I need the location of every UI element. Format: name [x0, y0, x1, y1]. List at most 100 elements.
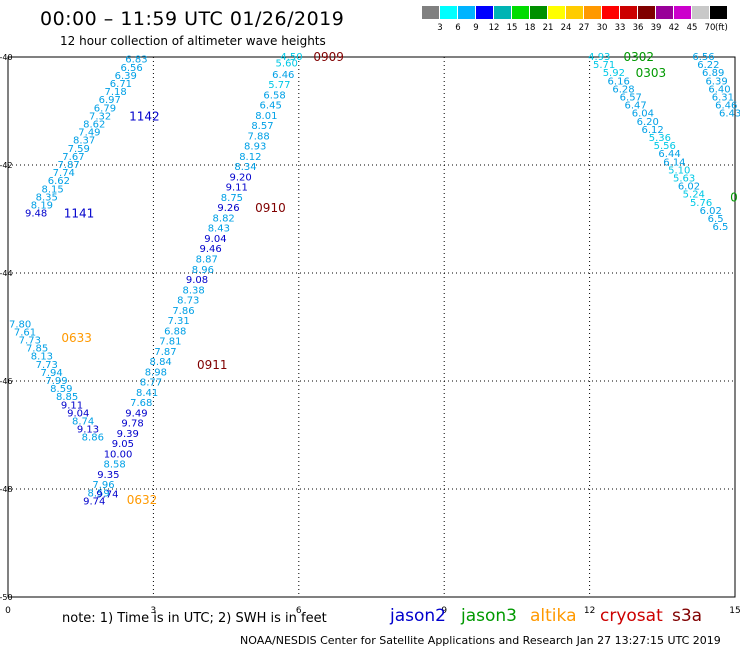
swh-data-label: 6.46: [715, 101, 737, 112]
swh-data-label: 6.12: [641, 125, 663, 136]
swh-data-label: 8.98: [145, 367, 167, 378]
legend-tick-label: 18: [524, 23, 536, 33]
legend-swatch: [458, 6, 475, 19]
legend-tick-label: 15: [506, 23, 518, 33]
swh-data-label: 6.5: [713, 222, 729, 233]
swh-data-label: 6.02: [700, 206, 722, 217]
swh-data-label: 9.74: [83, 496, 105, 507]
pass-time-label: 0: [730, 190, 738, 204]
legend-tick-label: 9: [473, 23, 479, 33]
legend-swatch: [710, 6, 727, 19]
swh-data-label: 6.47: [625, 101, 647, 112]
swh-data-label: 8.15: [41, 184, 63, 195]
swh-data-label: 6.89: [702, 68, 724, 79]
swh-data-label: 7.32: [89, 111, 111, 122]
swh-data-label: 5.71: [593, 60, 615, 71]
swh-data-label: 8.41: [136, 388, 158, 399]
swh-data-label: 9.05: [112, 439, 134, 450]
legend-swatch: [602, 6, 619, 19]
swh-data-label: 5.24: [683, 190, 705, 201]
legend-tick-label: 30: [596, 23, 608, 33]
x-tick-label: 0: [5, 606, 11, 616]
swh-data-label: 7.74: [53, 168, 75, 179]
swh-data-label: 7.73: [19, 336, 41, 347]
legend-swatch: [512, 6, 529, 19]
legend-tick-label: 36: [632, 23, 644, 33]
swh-data-label: 8.86: [82, 433, 104, 444]
legend-swatch: [620, 6, 637, 19]
swh-data-label: 8.85: [56, 392, 78, 403]
swh-data-label: 5.92: [603, 68, 625, 79]
swh-data-label: 7.94: [40, 368, 62, 379]
swh-data-label: 8.74: [72, 417, 94, 428]
swh-data-label: 7.59: [68, 144, 90, 155]
swh-data-label: 8.77: [140, 378, 162, 389]
x-tick-label: 3: [151, 606, 157, 616]
swh-data-label: 5.77: [268, 80, 290, 91]
pass-time-label: 0302: [624, 50, 655, 64]
swh-data-label: 8.57: [251, 121, 273, 132]
legend-tick-label: 39: [650, 23, 662, 33]
swh-data-label: 9.08: [186, 275, 208, 286]
satellite-legend-jason3: jason3: [461, 606, 517, 626]
legend-tick-label: 21: [542, 23, 554, 33]
legend-swatch: [530, 6, 547, 19]
swh-data-label: 6.04: [632, 109, 654, 120]
swh-data-label: 8.12: [239, 152, 261, 163]
swh-data-label: 8.34: [234, 162, 256, 173]
swh-data-label: 6.02: [678, 182, 700, 193]
swh-data-label: 6.31: [712, 93, 734, 104]
swh-data-label: 6.43: [719, 109, 740, 120]
swh-data-label: 6.56: [120, 63, 142, 74]
legend-swatch: [422, 6, 439, 19]
legend-tick-label: 6: [455, 23, 461, 33]
swh-data-label: 8.01: [255, 111, 277, 122]
swh-data-label: 8.35: [36, 192, 58, 203]
pass-time-label: 0633: [61, 331, 92, 345]
swh-data-label: 7.85: [26, 344, 48, 355]
swh-data-label: 8.82: [213, 213, 235, 224]
legend-tick-label: 12: [488, 23, 500, 33]
legend-swatch: [638, 6, 655, 19]
legend-swatch: [566, 6, 583, 19]
swh-data-label: 9.26: [217, 203, 239, 214]
swh-data-label: 5.76: [690, 198, 712, 209]
swh-data-label: 8.38: [182, 285, 204, 296]
swh-data-label: 7.87: [57, 160, 79, 171]
swh-data-label: 7.18: [104, 87, 126, 98]
swh-data-label: 7.68: [130, 398, 152, 409]
satellite-legend-cryosat: cryosat: [600, 606, 663, 626]
swh-data-label: 6.79: [94, 103, 116, 114]
pass-time-label: 0910: [255, 201, 286, 215]
swh-data-label: 6.62: [48, 176, 70, 187]
x-tick-label: 12: [584, 606, 595, 616]
swh-data-label: 9.20: [230, 172, 252, 183]
pass-time-label: 0303: [636, 66, 667, 80]
legend-swatch: [674, 6, 691, 19]
swh-data-label: 7.99: [45, 376, 67, 387]
legend-swatch: [584, 6, 601, 19]
swh-data-label: 8.62: [83, 120, 105, 131]
swh-data-label: 6.5: [708, 214, 724, 225]
swh-data-label: 8.59: [50, 384, 72, 395]
legend-swatch: [548, 6, 565, 19]
swh-data-label: 5.36: [649, 133, 671, 144]
swh-data-label: 9.04: [204, 234, 226, 245]
swh-data-label: 5.60: [276, 58, 298, 69]
page-title: 00:00 – 11:59 UTC 01/26/2019: [40, 8, 345, 30]
swh-data-label: 8.93: [244, 142, 266, 153]
swh-data-label: 6.58: [263, 90, 285, 101]
y-tick-label: -44: [0, 269, 13, 278]
y-tick-label: -46: [0, 377, 13, 386]
swh-data-label: 6.22: [697, 60, 719, 71]
swh-data-label: 6.40: [708, 84, 730, 95]
legend-tick-label: 24: [560, 23, 572, 33]
legend-tick-label: 27: [578, 23, 590, 33]
swh-data-label: 6.16: [608, 76, 630, 87]
swh-data-label: 6.45: [260, 101, 282, 112]
swh-data-label: 7.31: [167, 316, 189, 327]
pass-time-label: 0632: [127, 493, 158, 507]
legend-tick-label: 3: [437, 23, 443, 33]
swh-data-label: 8.19: [31, 201, 53, 212]
